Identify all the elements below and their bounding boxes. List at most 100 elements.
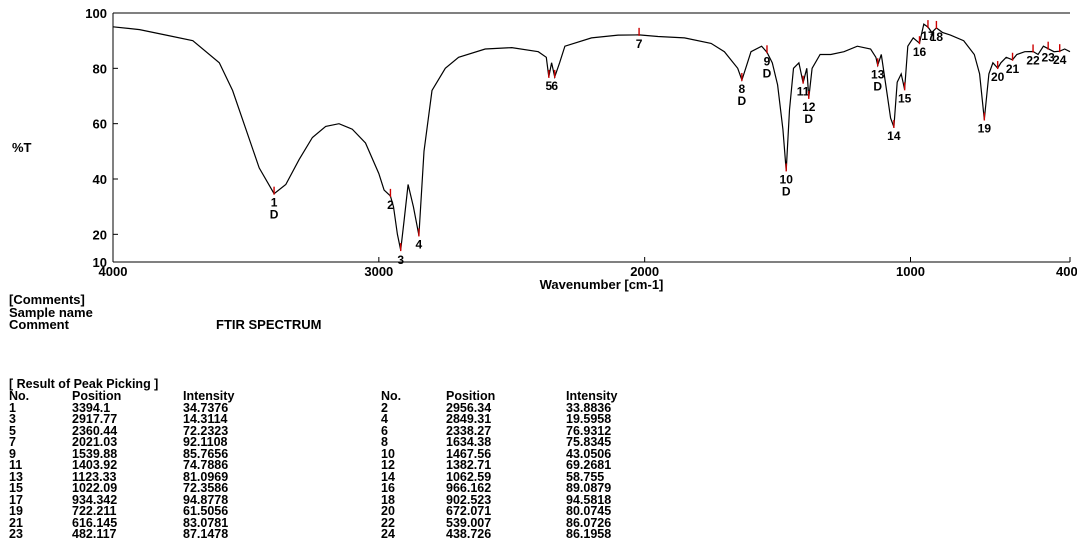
peak-table-cell: 9 <box>9 446 16 461</box>
peak-number-label: 5 <box>546 79 553 93</box>
peak-table-cell: 6 <box>381 423 388 438</box>
peak-d-annotation: D <box>763 66 772 80</box>
peak-table-cell: 19.5958 <box>566 412 612 426</box>
peak-table-cell: 20 <box>381 504 395 518</box>
peak-table-cell: 1634.38 <box>446 435 492 449</box>
peak-table-cell: 43.0506 <box>566 446 612 461</box>
peak-table-cell: 482.117 <box>72 527 117 541</box>
peak-table-cell: 17 <box>9 492 23 507</box>
peak-table-cell: 1539.88 <box>72 446 118 461</box>
peak-table-cell: 2338.27 <box>446 423 492 438</box>
peak-number-label: 21 <box>1006 62 1020 76</box>
peak-number-label: 16 <box>913 45 927 59</box>
peak-table-cell: 14.3114 <box>183 412 228 426</box>
peak-number-label: 12 <box>802 100 816 114</box>
peak-number-label: 18 <box>930 30 944 44</box>
peak-table-cell: 85.7656 <box>183 446 229 461</box>
peak-table-cell: 23 <box>9 527 23 541</box>
peak-table-cell: 72.3586 <box>183 481 229 495</box>
peak-table-cell: 15 <box>9 481 23 495</box>
peak-number-label: 15 <box>898 91 912 105</box>
peak-number-label: 6 <box>551 79 558 93</box>
peak-table-cell: 86.0726 <box>566 515 612 530</box>
peak-table-cell: 2849.31 <box>446 412 492 426</box>
x-axis-title: Wavenumber [cm-1] <box>540 277 664 292</box>
peak-number-label: 17 <box>921 29 935 43</box>
peak-d-annotation: D <box>804 112 813 126</box>
col-intensity-left-header: Intensity <box>183 389 235 403</box>
y-tick-label: 40 <box>93 172 107 187</box>
peak-table-cell: 966.162 <box>446 481 492 495</box>
peak-number-label: 4 <box>416 237 423 251</box>
peak-table-cell: 61.5056 <box>183 504 229 518</box>
peak-table-cell: 1467.56 <box>446 446 492 461</box>
sample-name-label: Sample name <box>9 305 93 320</box>
comments-header: [Comments] <box>9 292 85 307</box>
peak-number-label: 11 <box>797 85 810 99</box>
peak-number-label: 1 <box>271 196 278 210</box>
x-tick-label: 3000 <box>364 264 393 279</box>
peak-table-cell: 75.8345 <box>566 435 612 449</box>
peak-table-cell: 902.523 <box>446 492 492 507</box>
peak-table-cell: 92.1108 <box>183 435 228 449</box>
peak-table-cell: 34.7376 <box>183 400 229 415</box>
peak-d-annotation: D <box>270 208 279 222</box>
peak-table-cell: 3 <box>9 412 16 426</box>
peak-table-cell: 539.007 <box>446 515 492 530</box>
col-intensity-right-header: Intensity <box>566 389 618 403</box>
x-tick-label: 400 <box>1056 264 1077 279</box>
peak-table-cell: 2917.77 <box>72 412 118 426</box>
col-no-right-header: No. <box>381 389 402 403</box>
peak-number-label: 19 <box>978 122 992 136</box>
peak-table-cell: 2 <box>381 400 388 415</box>
peak-table-cell: 72.2323 <box>183 423 229 438</box>
peak-table-cell: 19 <box>9 504 23 518</box>
peak-table-cell: 87.1478 <box>183 527 229 541</box>
spectrum-series <box>112 23 1071 251</box>
peak-table-cell: 33.8836 <box>566 400 612 415</box>
peak-table-cell: 16 <box>381 481 395 495</box>
peak-table-cell: 1382.71 <box>446 458 492 472</box>
peak-table-cell: 1062.59 <box>446 469 492 484</box>
peak-table-cell: 69.2681 <box>566 458 612 472</box>
comment-label: Comment <box>9 317 69 332</box>
col-no-left-header: No. <box>9 389 30 403</box>
peak-table-cell: 1123.33 <box>72 469 117 484</box>
peak-table-cell: 89.0879 <box>566 481 612 495</box>
peak-table-cell: 2360.44 <box>72 423 118 438</box>
peak-table-cell: 616.145 <box>72 515 118 530</box>
peak-table-cell: 86.1958 <box>566 527 612 541</box>
peak-table-cell: 13 <box>9 469 23 484</box>
peak-table-cell: 438.726 <box>446 527 492 541</box>
peak-table-cell: 21 <box>9 515 23 530</box>
chart-axes <box>112 12 1070 263</box>
peak-table-cell: 10 <box>381 446 395 461</box>
peak-d-annotation: D <box>873 79 882 93</box>
peak-table-cell: 722.211 <box>72 504 117 518</box>
peak-number-label: 13 <box>871 67 885 81</box>
peak-table-cell: 4 <box>381 412 388 426</box>
peak-d-annotation: D <box>782 184 791 198</box>
peak-table-cell: 1403.92 <box>72 458 118 472</box>
peak-table-cell: 14 <box>381 469 395 484</box>
peak-table-cell: 81.0969 <box>183 469 229 484</box>
peak-number-label: 2 <box>387 198 394 212</box>
peak-table-cell: 3394.1 <box>72 400 111 415</box>
peak-number-label: 3 <box>397 253 404 267</box>
peak-number-label: 24 <box>1053 53 1067 67</box>
peak-table-cell: 672.071 <box>446 504 492 518</box>
y-tick-label: 60 <box>93 117 107 132</box>
peak-table-cell: 2021.03 <box>72 435 118 449</box>
col-position-left-header: Position <box>72 389 122 403</box>
x-tick-label: 1000 <box>896 264 925 279</box>
peak-table-cell: 1022.09 <box>72 481 118 495</box>
peak-number-label: 22 <box>1026 53 1040 67</box>
peak-number-label: 10 <box>780 172 794 186</box>
y-axis-title: %T <box>12 140 32 155</box>
peak-number-label: 20 <box>991 70 1005 84</box>
peak-table-cell: 8 <box>381 435 388 449</box>
y-tick-label: 20 <box>93 227 107 242</box>
